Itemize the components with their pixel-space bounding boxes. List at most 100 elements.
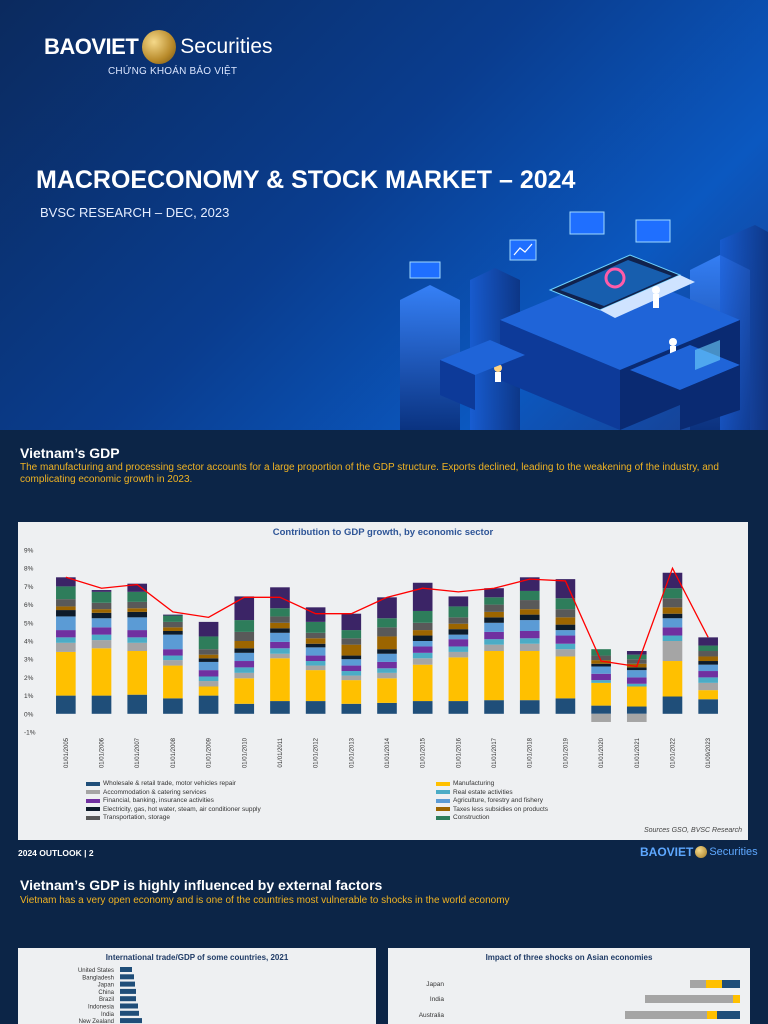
bar-segment [341, 613, 362, 631]
trade-bar [120, 988, 136, 994]
bar-segment [234, 620, 255, 632]
x-tick-label: 01/01/2006 [100, 737, 106, 768]
bar-segment [626, 654, 647, 660]
trade-bar [120, 996, 136, 1002]
legend-swatch [86, 807, 100, 811]
x-tick-label: 01/01/2019 [563, 737, 569, 768]
brand-name-bold: BAOVIET [44, 34, 139, 59]
bar-segment [341, 680, 362, 704]
bar-segment [305, 632, 326, 639]
bar-segment [591, 680, 611, 683]
bar-segment [270, 658, 290, 702]
footer-logo: BAOVIET Securities [640, 845, 758, 859]
bar-segment [448, 657, 469, 702]
bar-segment [412, 641, 433, 647]
bar-segment [163, 627, 183, 631]
country-label: New Zealand [79, 1019, 114, 1024]
x-tick-label: 01/01/2012 [314, 737, 320, 768]
bar-segment [484, 639, 504, 645]
bar-segment [198, 695, 219, 714]
x-tick-label: 01/01/2022 [670, 737, 676, 768]
bar-segment [270, 616, 290, 623]
bar-segment [56, 610, 76, 617]
bar-segment [234, 672, 255, 679]
legend-item: Transportation, storage [86, 814, 170, 821]
shocks-title: Impact of three shocks on Asian economie… [485, 953, 653, 962]
bar-segment [56, 630, 76, 638]
shock-bar [722, 980, 740, 988]
x-tick-label: 01/01/2008 [171, 737, 177, 768]
bar-segment [412, 635, 433, 641]
bar-segment [377, 653, 397, 662]
legend-swatch [86, 798, 100, 803]
bar-segment [377, 668, 397, 673]
bar-segment [234, 596, 255, 621]
bar-segment [56, 606, 76, 611]
shock-bar [706, 980, 722, 988]
y-tick-label: 5% [24, 620, 34, 627]
chart-source: Sources GSO, BVSC Research [643, 827, 742, 834]
hero-banner: BAOVIET Securities CHỨNG KHOÁN BẢO VIỆT … [0, 0, 768, 430]
bar-segment [698, 677, 718, 683]
bar-segment [341, 630, 362, 639]
bar-segment [519, 609, 540, 615]
bar-segment [555, 630, 576, 636]
bar-segment [305, 670, 326, 702]
chart-legend: Wholesale & retail trade, motor vehicles… [86, 780, 548, 821]
bar-segment [377, 678, 397, 703]
bar-segment [555, 643, 576, 650]
bar-segment [305, 647, 326, 656]
bar-segment [305, 621, 326, 633]
bar-segment [91, 612, 112, 619]
bar-segment [484, 651, 504, 701]
legend-swatch [436, 798, 450, 803]
bar-segment [626, 686, 647, 707]
x-tick-label: 01/01/2007 [135, 737, 141, 768]
legend-label: Electricity, gas, hot water, steam, air … [103, 805, 261, 813]
bar-segment [519, 630, 540, 639]
bar-segment [448, 606, 469, 618]
bar-segment [484, 617, 504, 623]
bar-segment [412, 630, 433, 636]
country-label: India [430, 996, 444, 1003]
section-description: Vietnam has a very open economy and is o… [20, 895, 510, 906]
bar-segment [555, 635, 576, 644]
bar-segment [163, 615, 183, 622]
gdp-section-header: Vietnam’s GDP The manufacturing and proc… [0, 430, 768, 512]
bar-segment [163, 614, 183, 616]
globe-icon [695, 846, 708, 858]
trade-bar [120, 974, 134, 980]
bar-segment [698, 645, 718, 652]
bar-segment [484, 622, 504, 632]
bar-segment [91, 627, 112, 635]
bar-segment [484, 631, 504, 640]
bar-segment [270, 641, 290, 649]
legend-item: Construction [436, 814, 490, 821]
bar-segment [341, 644, 362, 656]
bar-segment [626, 670, 647, 678]
bar-segment [698, 671, 718, 678]
bar-segment [163, 660, 183, 666]
bar-segment [163, 665, 183, 699]
bar-segment [698, 699, 718, 714]
bar-segment [270, 701, 290, 714]
legend-swatch [86, 790, 100, 794]
country-label: Australia [419, 1012, 445, 1019]
bar-segment [555, 649, 576, 657]
bar-segment [626, 667, 647, 671]
bar-segment [662, 627, 683, 636]
y-tick-label: -1% [24, 730, 36, 737]
bar-segment [163, 698, 183, 714]
brand-subtitle: CHỨNG KHOÁN BẢO VIỆT [108, 66, 238, 77]
bar-segment [698, 682, 718, 691]
bar-segment [626, 677, 647, 684]
bar-segment [412, 658, 433, 665]
bar-segment [377, 702, 397, 714]
legend-item: Agriculture, forestry and fishery [436, 797, 543, 804]
bar-segment [270, 622, 290, 629]
bar-segment [305, 701, 326, 714]
bar-segment [591, 660, 611, 664]
footer-label: 2024 OUTLOOK | 2 [18, 848, 94, 858]
bar-segment [519, 614, 540, 621]
